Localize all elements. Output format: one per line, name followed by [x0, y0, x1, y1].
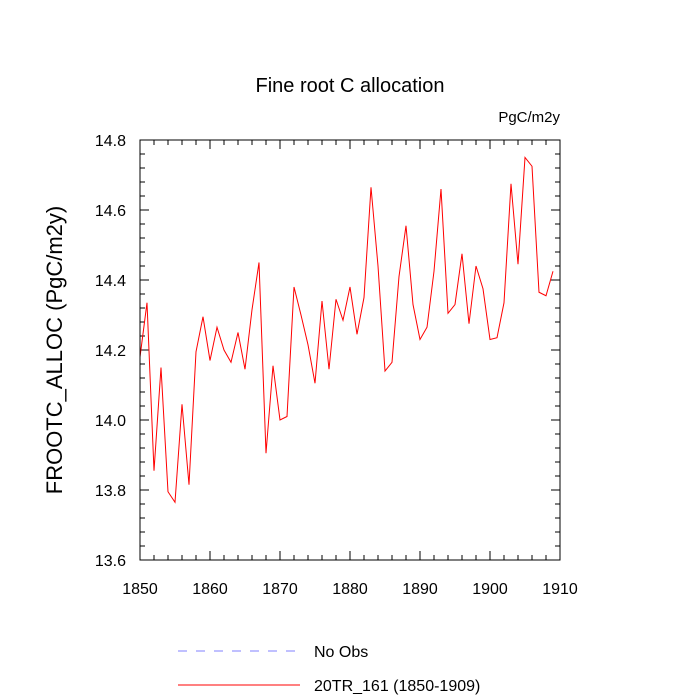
- y-tick-label: 14.8: [95, 133, 126, 150]
- x-tick-label: 1850: [122, 581, 158, 598]
- y-tick-label: 13.6: [95, 553, 126, 570]
- x-tick-label: 1890: [402, 581, 438, 598]
- series-layer: [139, 156, 554, 504]
- y-tick-label: 14.0: [95, 413, 126, 430]
- x-tick-label: 1910: [542, 581, 578, 598]
- x-tick-label: 1880: [332, 581, 368, 598]
- series-line-model: [139, 156, 554, 504]
- y-axis-label: FROOTC_ALLOC (PgC/m2y): [42, 206, 67, 495]
- x-tick-label: 1870: [262, 581, 298, 598]
- axis-ticks: [139, 139, 561, 561]
- legend: No Obs 20TR_161 (1850-1909): [178, 644, 480, 695]
- axis-tick-labels: 1850 1860 1870 1880 1890 1900 1910 13.6 13.8 14.0…: [95, 133, 578, 598]
- legend-label-model: 20TR_161 (1850-1909): [314, 678, 480, 695]
- y-tick-label: 13.8: [95, 483, 126, 500]
- y-tick-label: 14.6: [95, 203, 126, 220]
- y-tick-label: 14.2: [95, 343, 126, 360]
- units-label: PgC/m2y: [498, 109, 560, 126]
- plot-frame: [139, 139, 561, 561]
- x-tick-label: 1900: [472, 581, 508, 598]
- x-tick-label: 1860: [192, 581, 228, 598]
- chart-title: Fine root C allocation: [256, 75, 445, 97]
- legend-label-no-obs: No Obs: [314, 644, 368, 661]
- y-tick-label: 14.4: [95, 273, 126, 290]
